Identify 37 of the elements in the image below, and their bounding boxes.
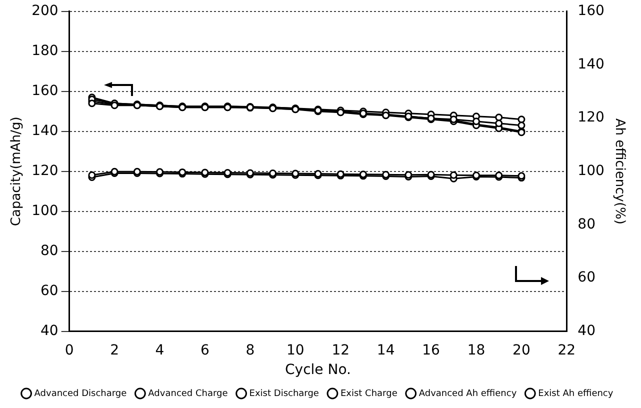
y2-tick-label: 40 <box>578 323 596 340</box>
y-tick-label: 160 <box>32 83 58 100</box>
y2-tick-label: 120 <box>578 110 604 126</box>
x-tick-label: 18 <box>467 342 486 358</box>
y-tick-label: 60 <box>40 283 58 300</box>
y2-tick-label: 80 <box>578 216 596 232</box>
y-tick-label: 140 <box>32 123 58 140</box>
legend-label: Exist Discharge <box>249 388 320 399</box>
y-axis-title: Capacity(mAh/g) <box>9 116 24 226</box>
y-tick-label: 100 <box>32 203 58 220</box>
y-tick-label: 80 <box>40 243 58 260</box>
y2-tick-label: 60 <box>578 270 596 286</box>
y-tick-label: 120 <box>32 163 58 180</box>
legend-label: Advanced Charge <box>148 388 228 399</box>
y2-axis-title: Ah efficiency(%) <box>612 118 627 224</box>
y2-tick-label: 160 <box>578 3 604 20</box>
legend-label: Exist Ah effiency <box>538 388 614 399</box>
y-tick-label: 180 <box>32 43 58 60</box>
y2-tick-label: 100 <box>578 163 604 180</box>
x-tick-label: 6 <box>200 342 210 358</box>
y2-tick-label: 140 <box>578 56 604 72</box>
x-axis-title: Cycle No. <box>285 362 351 378</box>
x-tick-label: 4 <box>155 342 164 358</box>
x-tick-label: 8 <box>246 342 255 358</box>
legend-label: Advanced Discharge <box>34 388 128 399</box>
x-tick-label: 22 <box>558 342 576 358</box>
legend-label: Exist Charge <box>340 388 398 399</box>
x-tick-label: 10 <box>286 342 304 358</box>
x-tick-label: 2 <box>110 342 119 358</box>
y-tick-label: 200 <box>32 3 58 20</box>
x-tick-label: 20 <box>512 342 530 358</box>
legend-label: Advanced Ah effiency <box>418 388 518 399</box>
x-tick-label: 12 <box>332 342 350 358</box>
x-tick-label: 16 <box>422 342 440 358</box>
x-tick-label: 14 <box>376 342 395 358</box>
x-tick-label: 0 <box>64 342 74 358</box>
y-tick-label: 40 <box>40 323 58 340</box>
